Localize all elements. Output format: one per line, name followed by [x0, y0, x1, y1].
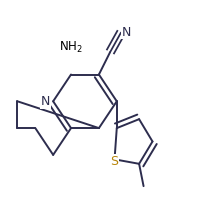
- Text: N: N: [122, 26, 131, 39]
- Text: N: N: [41, 95, 50, 108]
- Text: NH$_2$: NH$_2$: [59, 40, 83, 55]
- Text: S: S: [111, 155, 119, 168]
